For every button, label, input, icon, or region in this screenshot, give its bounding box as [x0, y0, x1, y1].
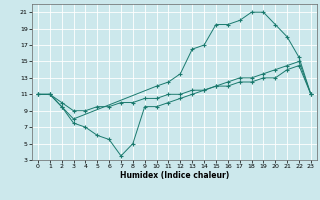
X-axis label: Humidex (Indice chaleur): Humidex (Indice chaleur) — [120, 171, 229, 180]
